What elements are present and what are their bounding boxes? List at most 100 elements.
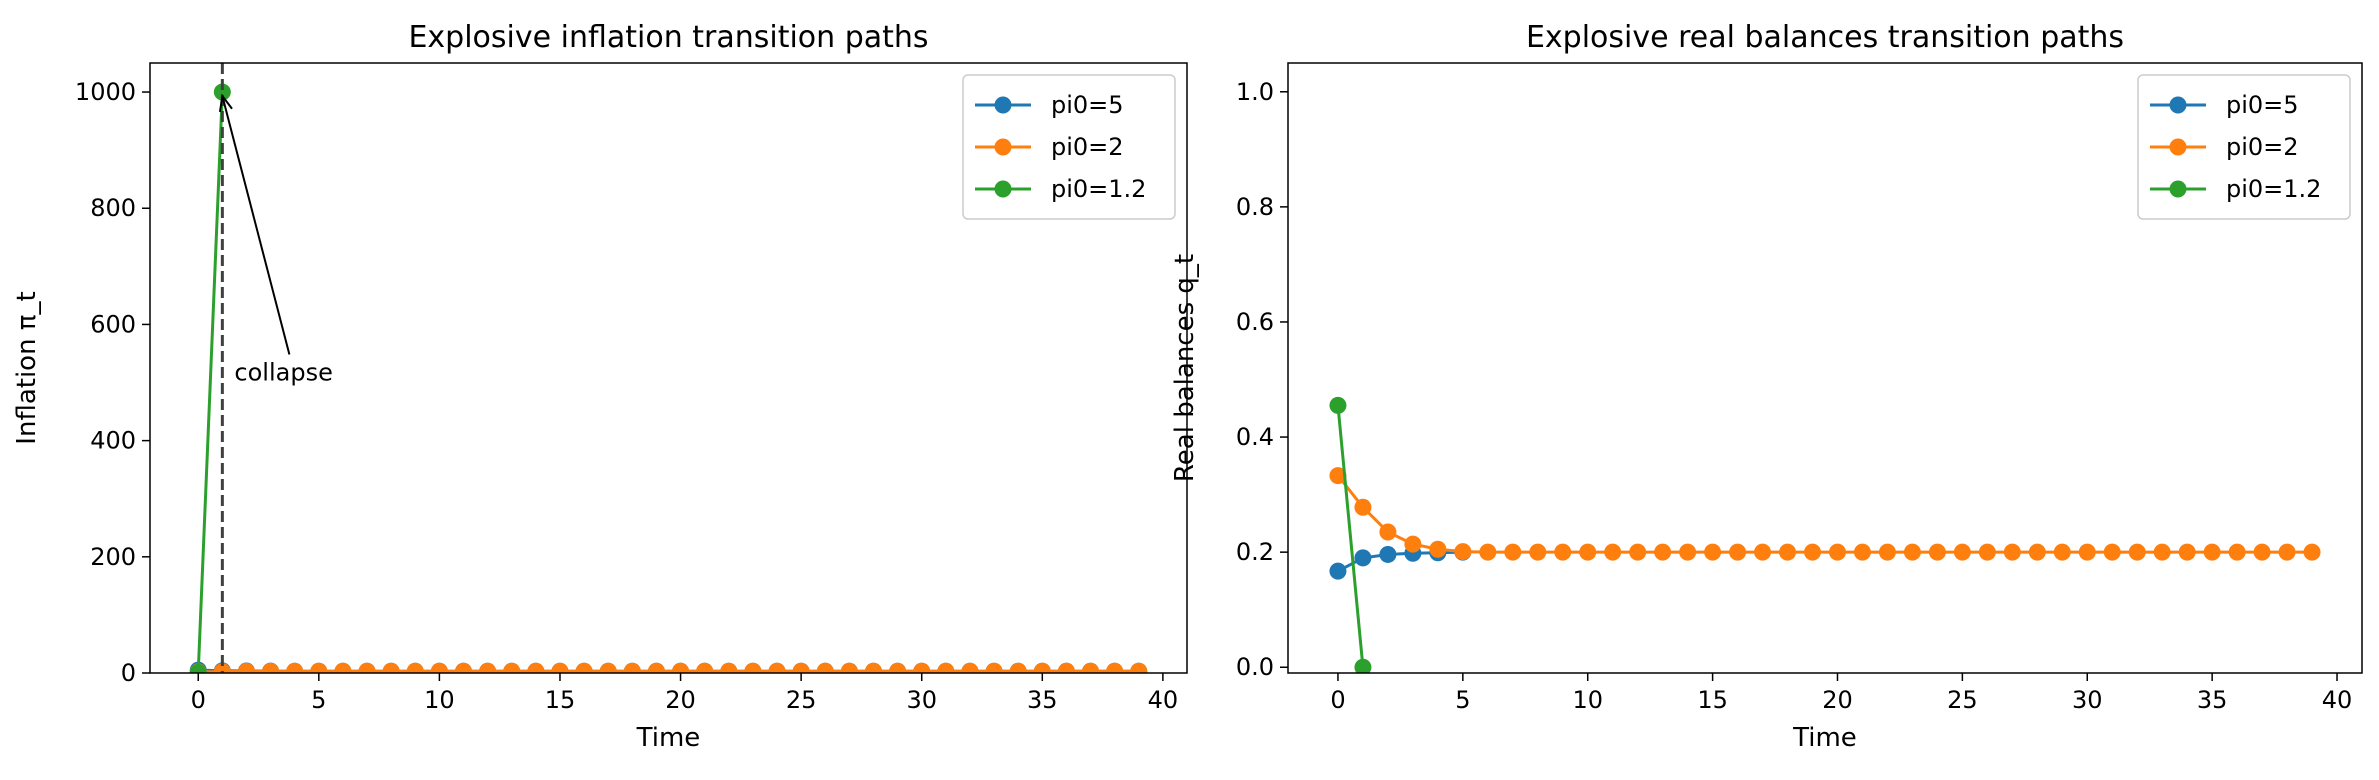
data-point [1329, 562, 1347, 580]
data-point [1057, 662, 1075, 673]
data-point [2053, 543, 2071, 561]
legend-label: pi0=5 [1051, 91, 1124, 119]
data-point [647, 662, 665, 673]
data-point [2303, 543, 2321, 561]
x-tick-label: 25 [1947, 686, 1978, 714]
x-tick-label: 0 [191, 686, 206, 714]
data-point [262, 662, 280, 673]
data-point [430, 662, 448, 673]
x-tick-label: 40 [2322, 686, 2353, 714]
data-point [1654, 543, 1672, 561]
data-point [1354, 549, 1372, 567]
data-point [189, 663, 207, 673]
y-tick-label: 800 [90, 194, 136, 222]
chart-title: Explosive inflation transition paths [408, 20, 928, 55]
data-point [1804, 543, 1822, 561]
data-point [1978, 543, 1996, 561]
data-point [2078, 543, 2096, 561]
legend-marker [994, 138, 1012, 156]
data-point [720, 662, 738, 673]
y-axis-label: Real balances q_t [1170, 254, 1200, 482]
legend: pi0=5 pi0=2 pi0=1.2 [2137, 74, 2351, 220]
data-point [1953, 543, 1971, 561]
data-point [310, 662, 328, 673]
data-point [1579, 543, 1597, 561]
data-point [1604, 543, 1622, 561]
x-tick-label: 20 [1822, 686, 1853, 714]
legend-box [2137, 74, 2351, 220]
data-point [1082, 662, 1100, 673]
x-tick-label: 40 [1148, 686, 1179, 714]
data-point [1454, 543, 1472, 561]
series-line-pi0=2 [198, 669, 1139, 673]
x-tick-label: 30 [906, 686, 937, 714]
x-tick-label: 30 [2072, 686, 2103, 714]
y-tick-label: 0.4 [1236, 423, 1274, 451]
data-point [1704, 543, 1722, 561]
data-point [1529, 543, 1547, 561]
y-axis-label: Inflation π_t [12, 291, 42, 444]
data-point [1479, 543, 1497, 561]
data-point [1679, 543, 1697, 561]
legend-label: pi0=2 [1051, 133, 1124, 161]
data-point [1354, 658, 1372, 673]
data-point [286, 662, 304, 673]
data-point [2128, 543, 2146, 561]
data-point [889, 662, 907, 673]
data-point [1779, 543, 1797, 561]
legend: pi0=5 pi0=2 pi0=1.2 [962, 74, 1176, 220]
data-point [1130, 662, 1148, 673]
data-point [334, 662, 352, 673]
data-point [1404, 535, 1422, 553]
data-point [2003, 543, 2021, 561]
real-balances-chart: Explosive real balances transition paths… [1170, 20, 2363, 753]
y-tick-label: 0.8 [1236, 193, 1274, 221]
series-line-pi0=1.2 [1336, 405, 1365, 668]
data-point [672, 662, 690, 673]
legend-label: pi0=5 [2226, 91, 2299, 119]
data-point [1329, 467, 1347, 485]
data-point [1554, 543, 1572, 561]
x-axis-label: Time [636, 723, 701, 753]
data-point [2253, 543, 2271, 561]
y-tick-label: 400 [90, 427, 136, 455]
data-point [237, 662, 255, 673]
data-point [2103, 543, 2121, 561]
data-point [1106, 662, 1124, 673]
axes-frame [149, 62, 1188, 674]
data-point [1629, 543, 1647, 561]
legend-label: pi0=1.2 [2226, 175, 2321, 203]
y-tick-label: 0.0 [1236, 653, 1274, 681]
y-tick-label: 200 [90, 543, 136, 571]
data-point [1853, 543, 1871, 561]
data-point [551, 662, 569, 673]
data-point [213, 83, 231, 101]
legend-label: pi0=2 [2226, 133, 2299, 161]
x-tick-label: 35 [1027, 686, 1058, 714]
data-point [1329, 396, 1347, 414]
data-point [1009, 662, 1027, 673]
data-point [455, 662, 473, 673]
data-point [1429, 540, 1447, 558]
data-point [1354, 498, 1372, 516]
y-tick-label: 600 [90, 310, 136, 338]
data-point [479, 662, 497, 673]
data-point [1754, 543, 1772, 561]
data-point [792, 662, 810, 673]
data-point [1729, 543, 1747, 561]
y-tick-label: 0.2 [1236, 538, 1274, 566]
data-point [913, 662, 931, 673]
x-tick-label: 10 [1572, 686, 1603, 714]
series-line-pi0=1.2 [196, 91, 224, 673]
data-point [1878, 543, 1896, 561]
axes-frame [1287, 62, 2363, 674]
data-point [961, 662, 979, 673]
data-point [768, 662, 786, 673]
x-tick-label: 5 [311, 686, 326, 714]
data-point [623, 662, 641, 673]
x-tick-label: 15 [1697, 686, 1728, 714]
data-point [2178, 543, 2196, 561]
data-point [1379, 523, 1397, 541]
plot-area [1329, 396, 2321, 673]
